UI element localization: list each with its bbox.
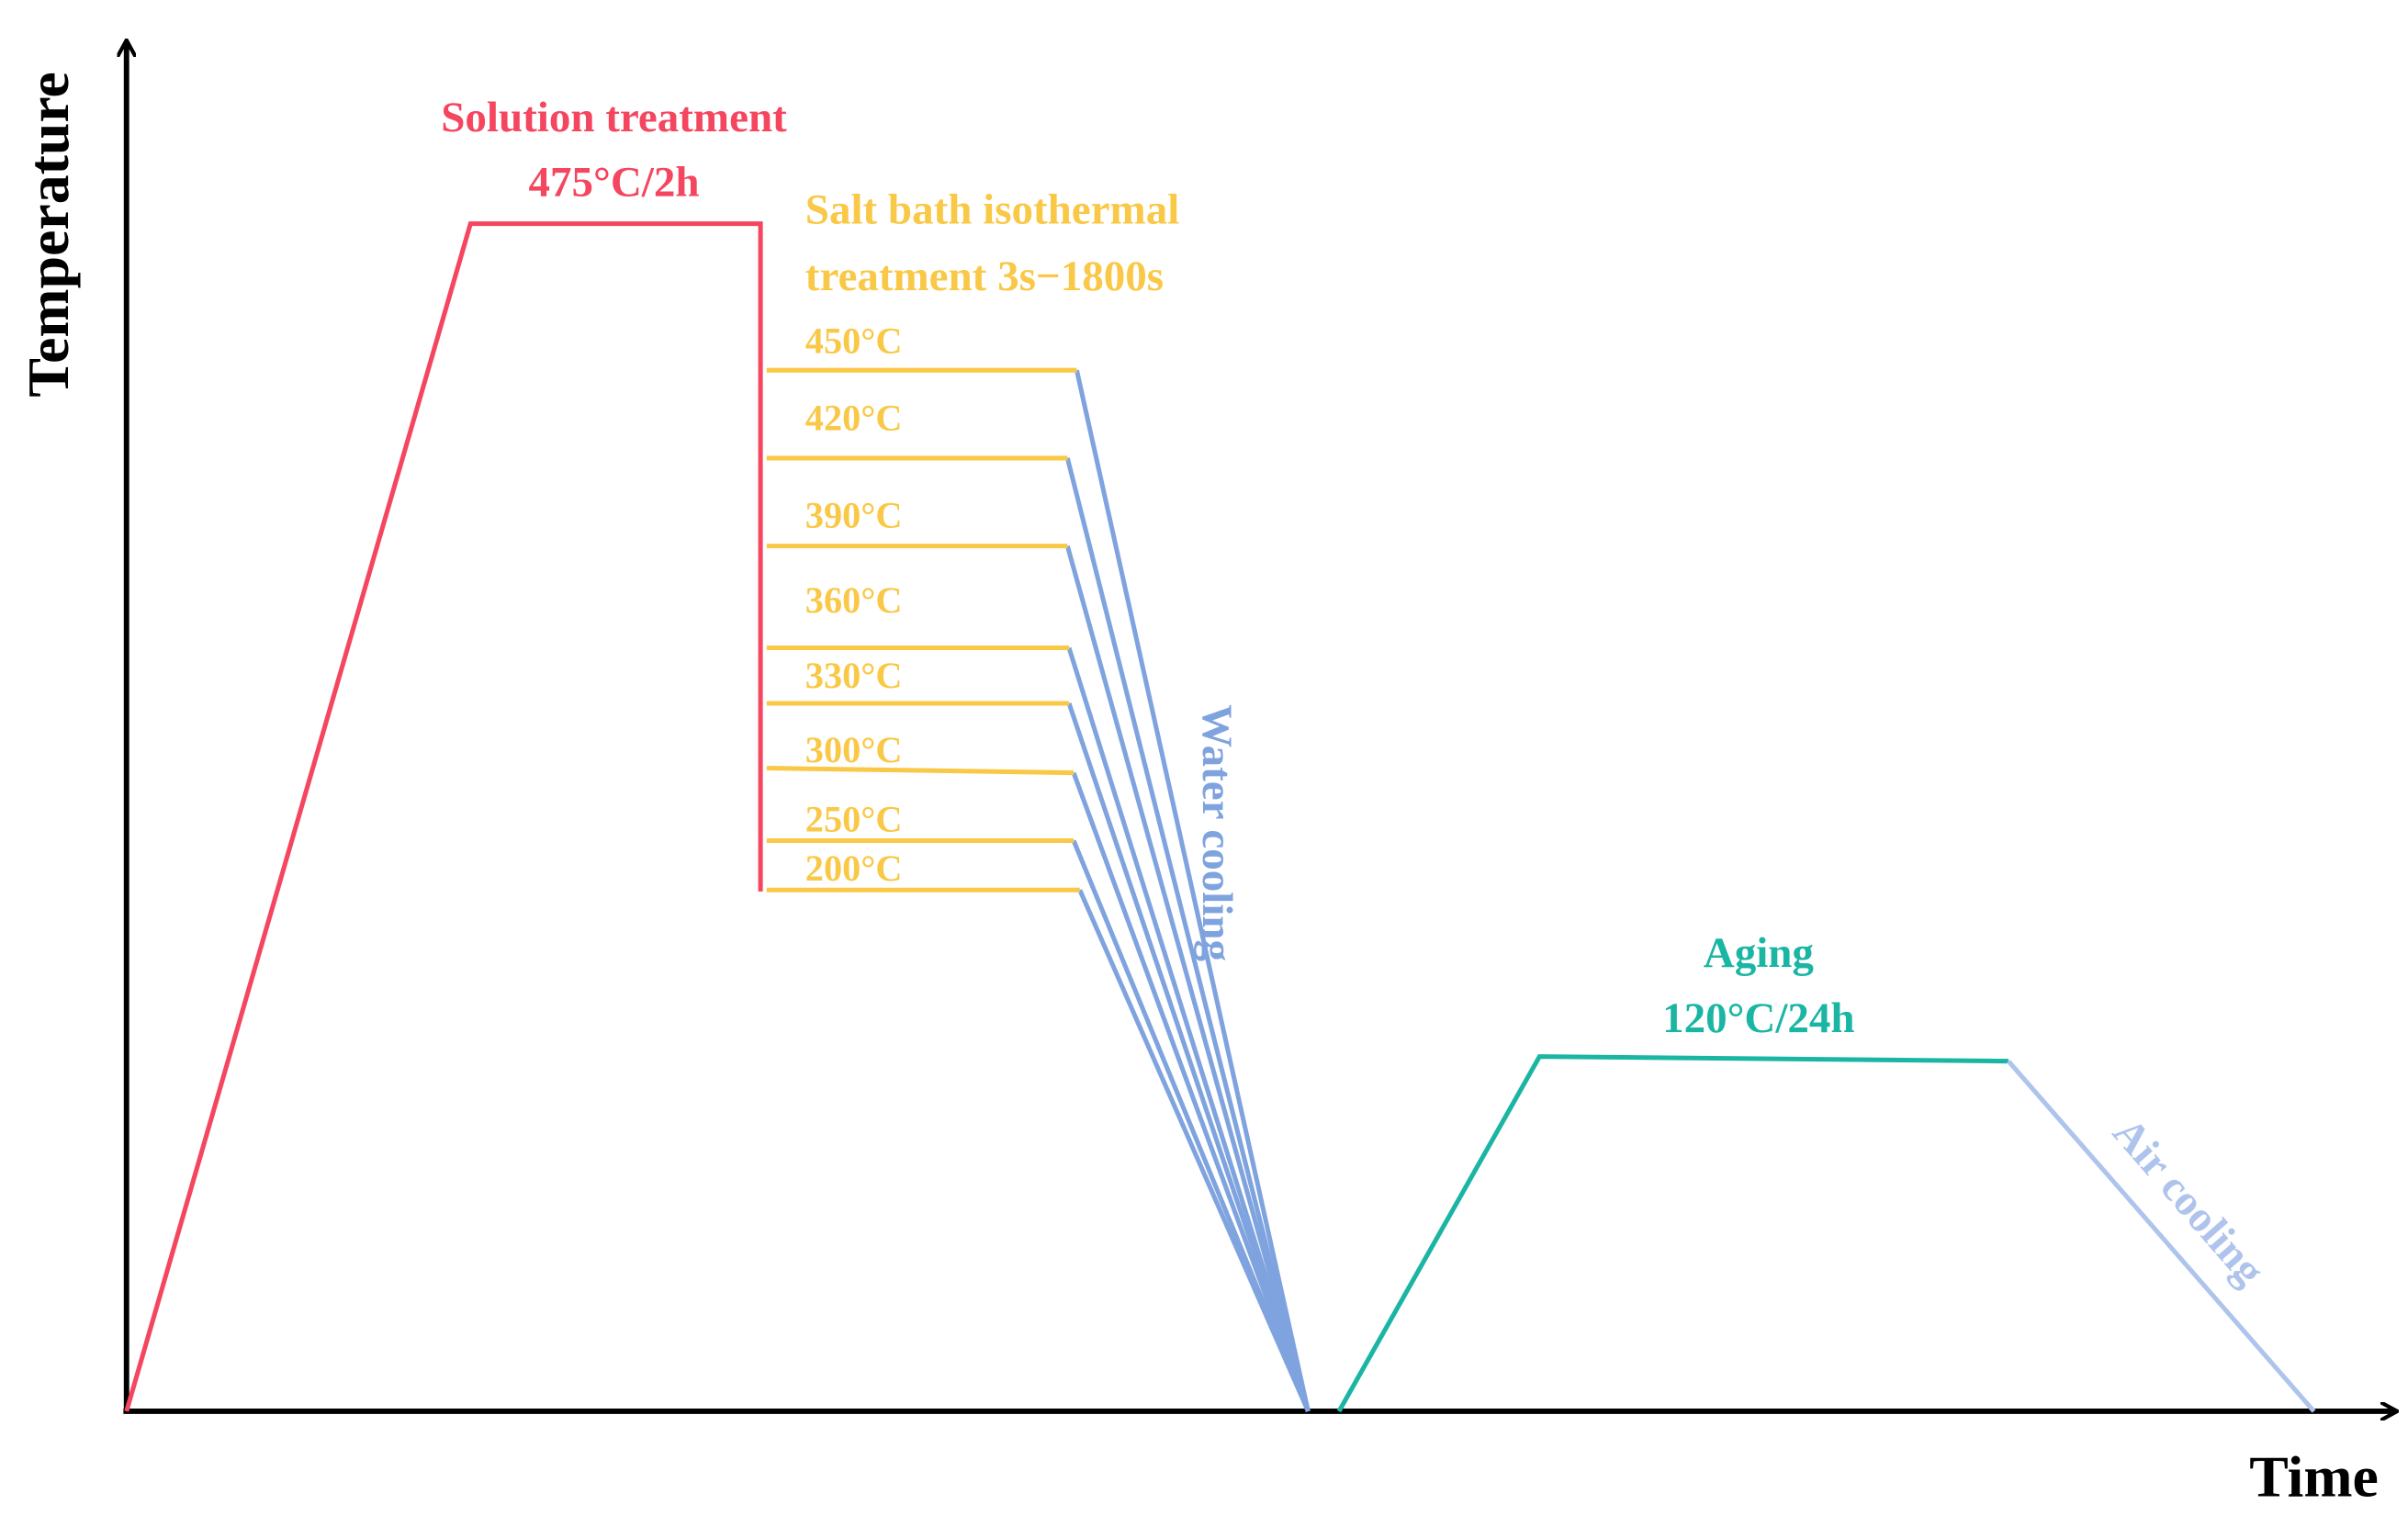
aging-condition: 120°C/24h: [1662, 994, 1855, 1042]
drawing: Temperature Time Solution treatment 475°…: [16, 41, 2396, 1509]
air-cooling-curve: [2007, 1060, 2316, 1413]
water-cooling-line: [1071, 839, 1311, 1412]
water-cooling-label: Water cooling: [1193, 704, 1241, 961]
temperature-label: 330°C: [805, 655, 903, 696]
temperature-label: 300°C: [805, 729, 903, 770]
salt-bath-title: Salt bath isothermal: [805, 186, 1179, 234]
y-axis-label: Temperature: [16, 72, 81, 397]
x-axis-label: Time: [2249, 1443, 2379, 1509]
temperature-label: 450°C: [805, 320, 903, 362]
aging-title: Aging: [1704, 929, 1815, 977]
salt-bath-title: treatment 3s−1800s: [805, 253, 1164, 300]
solution-title: Solution treatment: [441, 94, 787, 141]
water-cooling-line: [1066, 702, 1311, 1412]
temperature-label: 250°C: [805, 798, 903, 839]
water-cooling-line: [1077, 889, 1311, 1412]
water-cooling-line: [1064, 457, 1311, 1412]
solution-condition: 475°C/2h: [529, 158, 700, 206]
temperature-label: 200°C: [805, 848, 903, 889]
water-cooling-line: [1066, 646, 1311, 1412]
solution-curve: [124, 221, 763, 1412]
temperature-label: 360°C: [805, 579, 903, 621]
water-cooling-line: [1071, 771, 1311, 1412]
temperature-label: 390°C: [805, 495, 903, 536]
water-cooling-line: [1064, 545, 1311, 1412]
temperature-label: 420°C: [805, 398, 903, 439]
water-cooling-line: [1074, 369, 1311, 1412]
aging-curve: [1336, 1054, 2009, 1413]
isothermal-hold: [766, 766, 1075, 776]
